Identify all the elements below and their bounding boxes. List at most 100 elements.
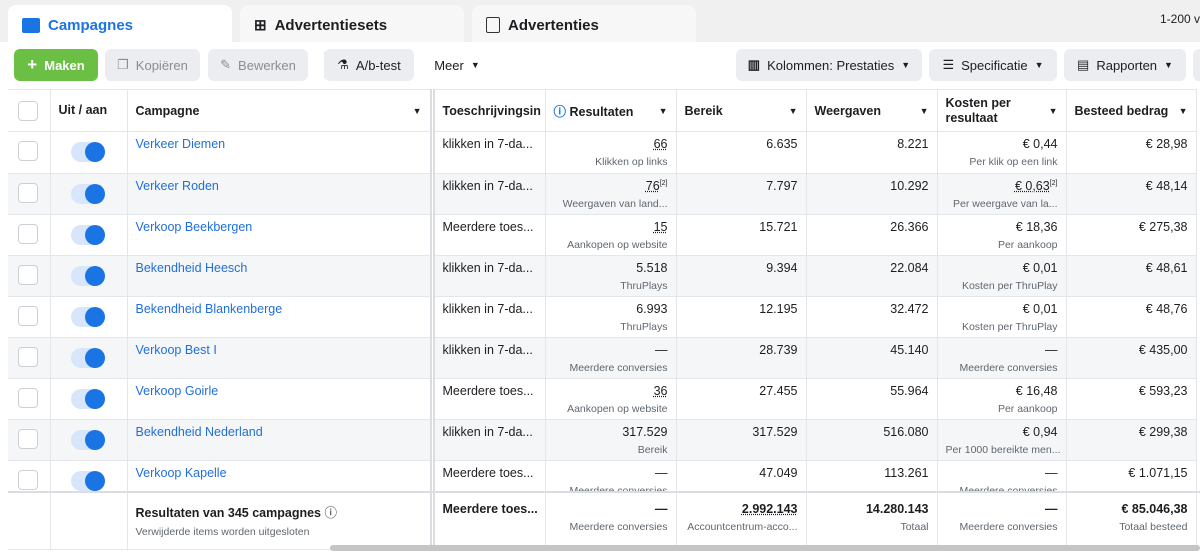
row-checkbox[interactable]: [18, 264, 38, 285]
table-row[interactable]: Verkeer Roden klikken in 7-da... 76[2] We…: [8, 173, 1197, 215]
header-label: Kosten per resultaat: [945, 95, 1011, 125]
more-button[interactable]: Meer ▼: [422, 49, 492, 81]
sort-caret-icon[interactable]: ▼: [1048, 106, 1058, 116]
header-label: Resultaten: [569, 105, 634, 119]
campaign-name-link[interactable]: Verkoop Kapelle: [135, 465, 227, 480]
on-off-toggle[interactable]: [70, 265, 105, 286]
row-checkbox[interactable]: [18, 346, 38, 367]
table-row[interactable]: Verkoop Best I klikken in 7-da... — Meerd…: [8, 337, 1197, 379]
info-icon[interactable]: ⓘ: [324, 506, 337, 520]
toggle-cell: [50, 214, 128, 256]
info-icon[interactable]: ⓘ: [553, 105, 567, 119]
toggle-cell: [50, 296, 128, 338]
reach-cell: 9.394: [676, 255, 807, 297]
row-checkbox[interactable]: [18, 387, 38, 408]
cpr-type: Per 1000 bereikte men...: [945, 443, 1061, 456]
on-off-toggle[interactable]: [70, 388, 105, 409]
campaign-name-link[interactable]: Bekendheid Heesch: [135, 260, 248, 275]
results-value: —: [655, 465, 668, 480]
on-off-toggle[interactable]: [70, 470, 105, 491]
results-type: Weergaven van land...: [562, 197, 668, 210]
create-button[interactable]: + Maken: [14, 49, 98, 81]
footnote: [2]: [659, 179, 668, 187]
columns-icon: ▥: [747, 57, 761, 72]
header-results[interactable]: ⓘ Resultaten ▼: [545, 89, 677, 132]
table-row[interactable]: Bekendheid Blankenberge klikken in 7-da.…: [8, 296, 1197, 338]
on-off-toggle[interactable]: [70, 224, 105, 245]
row-checkbox[interactable]: [18, 182, 38, 203]
row-checkbox[interactable]: [18, 469, 38, 490]
row-select: [8, 214, 51, 256]
cpr-type: Kosten per ThruPlay: [961, 279, 1058, 292]
results-value: 6.993: [636, 301, 668, 316]
columns-button[interactable]: ▥ Kolommen: Prestaties ▼: [736, 49, 922, 81]
abtest-button[interactable]: ⚗ A/b-test: [324, 49, 414, 81]
header-onoff: Uit / aan: [50, 89, 128, 132]
tab-advertentiesets[interactable]: ⊞ Advertentiesets: [240, 5, 464, 45]
level-tabs: Campagnes ⊞ Advertentiesets Advertenties…: [0, 0, 1200, 45]
spent-cell: € 1.071,15: [1066, 460, 1197, 491]
cpr-value: € 0,01: [1022, 260, 1058, 275]
campaign-name-link[interactable]: Bekendheid Nederland: [135, 424, 263, 439]
table-row[interactable]: Bekendheid Heesch klikken in 7-da... 5.5…: [8, 255, 1197, 297]
row-select: [8, 337, 51, 379]
sort-caret-icon[interactable]: ▼: [412, 106, 422, 116]
copy-label: Kopiëren: [135, 57, 188, 73]
horizontal-scrollbar[interactable]: [330, 545, 1200, 551]
cpr-value: € 16,48: [1015, 383, 1058, 398]
tab-advertenties[interactable]: Advertenties: [472, 5, 696, 45]
overflow-button[interactable]: [1193, 49, 1200, 81]
totals-attribution: Meerdere toes...: [442, 502, 538, 516]
header-impressions[interactable]: Weergaven ▼: [806, 89, 938, 132]
spent-cell: € 48,14: [1066, 173, 1197, 215]
on-off-toggle[interactable]: [70, 183, 105, 204]
plus-icon: +: [27, 55, 38, 74]
copy-icon: ❐: [117, 57, 129, 72]
spent-cell: € 275,38: [1066, 214, 1197, 256]
results-type: Aankopen op website: [567, 402, 668, 415]
reach-cell: 47.049: [676, 460, 807, 491]
campaign-name-link[interactable]: Bekendheid Blankenberge: [135, 301, 283, 316]
table-row[interactable]: Verkoop Goirle Meerdere toes... 36 Aankop…: [8, 378, 1197, 420]
on-off-toggle[interactable]: [70, 429, 105, 450]
row-checkbox[interactable]: [18, 428, 38, 449]
window-icon: [486, 17, 500, 33]
campaign-name-link[interactable]: Verkoop Best I: [135, 342, 217, 357]
header-amount-spent[interactable]: Besteed bedrag ▼: [1066, 89, 1197, 132]
campaign-name-link[interactable]: Verkeer Roden: [135, 178, 219, 193]
totals-reach-sub: Accountcentrum-acco...: [687, 521, 798, 533]
row-select: [8, 419, 51, 461]
on-off-toggle[interactable]: [70, 306, 105, 327]
totals-impressions-sub: Totaal: [900, 521, 929, 533]
row-checkbox[interactable]: [18, 223, 38, 244]
edit-button[interactable]: ✎ Bewerken: [208, 49, 308, 81]
header-reach[interactable]: Bereik ▼: [676, 89, 807, 132]
row-checkbox[interactable]: [18, 141, 38, 161]
header-cost-per-result[interactable]: Kosten per resultaat ▼: [937, 89, 1067, 132]
breakdown-button[interactable]: ☰ Specificatie ▼: [929, 49, 1057, 81]
toggle-cell: [50, 255, 128, 297]
row-checkbox[interactable]: [18, 305, 38, 326]
on-off-toggle[interactable]: [70, 142, 105, 162]
header-campaign[interactable]: Campagne ▼: [127, 89, 435, 132]
table-row[interactable]: Verkoop Beekbergen Meerdere toes... 15 Aa…: [8, 214, 1197, 256]
tab-label: Campagnes: [48, 16, 134, 34]
sort-caret-icon[interactable]: ▼: [658, 106, 668, 116]
sort-caret-icon[interactable]: ▼: [788, 106, 798, 116]
tab-campagnes[interactable]: Campagnes: [8, 5, 232, 45]
on-off-toggle[interactable]: [70, 347, 105, 368]
totals-row: Resultaten van 345 campagnes ⓘ Verwijderd…: [8, 493, 1197, 550]
copy-button[interactable]: ❐ Kopiëren: [105, 49, 200, 81]
header-attribution[interactable]: Toeschrijvingsin: [432, 89, 546, 132]
table-row[interactable]: Verkeer Diemen klikken in 7-da... 66 Klik…: [8, 132, 1197, 174]
campaign-name-link[interactable]: Verkoop Goirle: [135, 383, 219, 398]
select-all-checkbox[interactable]: [18, 100, 38, 121]
table-row[interactable]: Verkoop Kapelle Meerdere toes... — Meerde…: [8, 460, 1197, 491]
table-row[interactable]: Bekendheid Nederland klikken in 7-da... …: [8, 419, 1197, 461]
sort-caret-icon[interactable]: ▼: [1178, 106, 1188, 116]
campaign-name-link[interactable]: Verkeer Diemen: [135, 137, 226, 151]
reports-button[interactable]: ▤ Rapporten ▼: [1064, 49, 1186, 81]
campaign-name-link[interactable]: Verkoop Beekbergen: [135, 219, 253, 234]
sort-caret-icon[interactable]: ▼: [919, 106, 929, 116]
reach-cell: 317.529: [676, 419, 807, 461]
